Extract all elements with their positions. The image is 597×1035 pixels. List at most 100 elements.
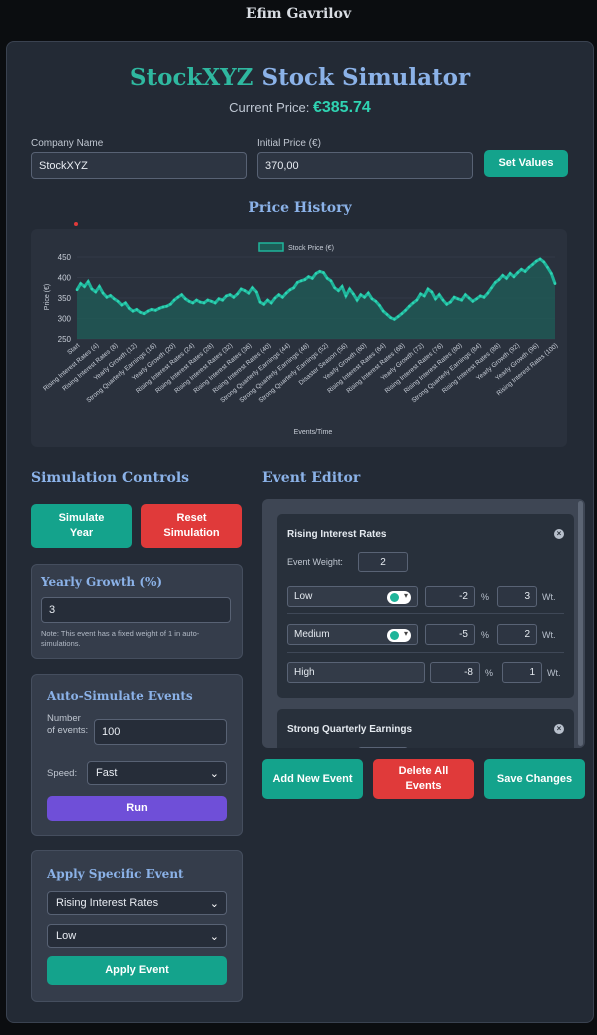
- price-point: [303, 278, 307, 281]
- price-point: [180, 293, 183, 296]
- editor-scrollbar[interactable]: [578, 501, 583, 746]
- price-point: [281, 295, 284, 299]
- price-point: [228, 293, 232, 296]
- level-percent-input[interactable]: -2: [425, 586, 475, 607]
- price-point: [486, 291, 490, 295]
- price-point: [161, 305, 165, 309]
- price-point: [232, 295, 236, 299]
- price-point: [142, 312, 146, 315]
- event-weight-input[interactable]: [358, 747, 408, 748]
- reset-simulation-button[interactable]: Reset Simulation: [141, 504, 242, 548]
- event-weight-input[interactable]: 2: [358, 552, 408, 572]
- price-point: [139, 311, 142, 314]
- close-icon[interactable]: ×: [554, 724, 564, 734]
- current-price-value: €385.74: [312, 99, 371, 116]
- price-point: [411, 301, 415, 305]
- company-name-input[interactable]: StockXYZ: [31, 152, 247, 179]
- initial-price-input[interactable]: 370,00: [257, 152, 473, 179]
- price-point: [266, 298, 269, 302]
- level-name-value: Medium: [294, 629, 330, 640]
- level-name-input[interactable]: Low ▾: [287, 586, 418, 607]
- level-weight-input[interactable]: 2: [497, 624, 537, 645]
- page-title: StockXYZ Stock Simulator: [7, 64, 593, 91]
- price-point: [210, 300, 213, 303]
- level-toggle[interactable]: ▾: [387, 629, 411, 642]
- level-toggle[interactable]: ▾: [387, 591, 411, 604]
- price-point: [535, 259, 538, 263]
- price-point: [381, 309, 385, 313]
- speed-select[interactable]: Fast ⌄: [87, 761, 227, 785]
- event-editor-title: Event Editor: [262, 470, 361, 486]
- status-dot: [74, 222, 78, 226]
- level-weight-input[interactable]: 1: [502, 662, 542, 683]
- price-point: [269, 301, 273, 305]
- price-point: [542, 260, 546, 264]
- price-point: [505, 277, 508, 280]
- price-point: [531, 263, 534, 266]
- price-point: [378, 304, 381, 307]
- price-point: [460, 298, 463, 302]
- price-point: [355, 298, 359, 302]
- price-point: [172, 298, 176, 302]
- yearly-growth-input[interactable]: 3: [41, 597, 231, 623]
- auto-simulate-panel: Auto-Simulate Events Number of events: 1…: [31, 674, 243, 836]
- delete-all-events-button[interactable]: Delete All Events: [373, 759, 474, 799]
- percent-unit: %: [481, 592, 490, 602]
- price-point: [437, 293, 441, 296]
- level-percent-input[interactable]: -5: [425, 624, 475, 645]
- set-values-button[interactable]: Set Values: [484, 150, 568, 177]
- legend-label: Stock Price (€): [288, 245, 334, 252]
- price-chart-svg: Stock Price (€) Price (€) Events/Time 45…: [42, 242, 559, 436]
- price-point: [423, 294, 426, 298]
- price-point: [426, 287, 430, 291]
- price-point: [359, 293, 363, 296]
- chevron-down-icon: ⌄: [209, 898, 219, 910]
- apply-event-button[interactable]: Apply Event: [47, 956, 227, 985]
- chevron-down-icon: ▾: [403, 629, 408, 638]
- initial-price-label: Initial Price (€): [257, 138, 321, 149]
- price-point: [292, 286, 295, 290]
- simulate-year-button[interactable]: Simulate Year: [31, 504, 132, 548]
- price-point: [191, 301, 195, 305]
- save-changes-button[interactable]: Save Changes: [484, 759, 585, 799]
- number-of-events-input[interactable]: 100: [94, 719, 227, 745]
- price-point: [352, 292, 355, 296]
- price-point: [337, 289, 340, 292]
- price-point: [131, 309, 135, 313]
- price-point: [501, 274, 505, 277]
- event-name: Strong Quarterly Earnings: [287, 724, 413, 735]
- price-point: [307, 275, 310, 278]
- price-point: [430, 290, 434, 294]
- current-price: Current Price: €385.74: [7, 99, 593, 117]
- current-price-label: Current Price:: [229, 100, 310, 115]
- close-icon[interactable]: ×: [554, 529, 564, 539]
- price-history-title: Price History: [248, 200, 352, 216]
- event-select[interactable]: Rising Interest Rates ⌄: [47, 891, 227, 915]
- add-new-event-button[interactable]: Add New Event: [262, 759, 363, 799]
- price-point: [135, 308, 139, 311]
- price-point: [467, 296, 471, 300]
- price-point: [120, 303, 124, 307]
- price-point: [154, 309, 157, 312]
- price-point: [333, 286, 337, 290]
- price-point: [116, 300, 120, 303]
- level-percent-input[interactable]: -8: [430, 662, 480, 683]
- price-chart: Stock Price (€) Price (€) Events/Time 45…: [31, 229, 567, 447]
- price-point: [240, 287, 243, 291]
- price-point: [490, 286, 493, 290]
- level-name-input[interactable]: High: [287, 662, 425, 683]
- event-card: Rising Interest Rates × Event Weight: 2 …: [277, 514, 574, 698]
- event-editor-list[interactable]: Rising Interest Rates × Event Weight: 2 …: [262, 499, 585, 748]
- level-select[interactable]: Low ⌄: [47, 924, 227, 948]
- price-point: [217, 297, 221, 301]
- price-point: [221, 298, 224, 302]
- price-point: [206, 298, 209, 302]
- price-point: [374, 300, 378, 303]
- run-button[interactable]: Run: [47, 796, 227, 821]
- price-point: [497, 278, 501, 281]
- level-weight-input[interactable]: 3: [497, 586, 537, 607]
- price-point: [98, 285, 101, 288]
- price-point: [445, 302, 449, 306]
- price-point: [393, 318, 396, 321]
- level-name-input[interactable]: Medium ▾: [287, 624, 418, 645]
